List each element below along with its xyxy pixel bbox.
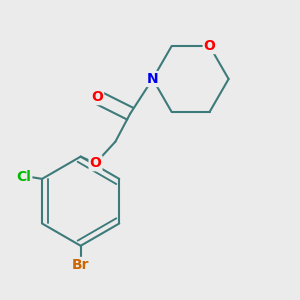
Text: O: O: [91, 90, 103, 104]
Text: O: O: [204, 39, 215, 53]
Text: Cl: Cl: [16, 170, 31, 184]
Text: N: N: [147, 72, 158, 86]
Text: Br: Br: [72, 258, 89, 272]
Text: O: O: [90, 156, 101, 170]
